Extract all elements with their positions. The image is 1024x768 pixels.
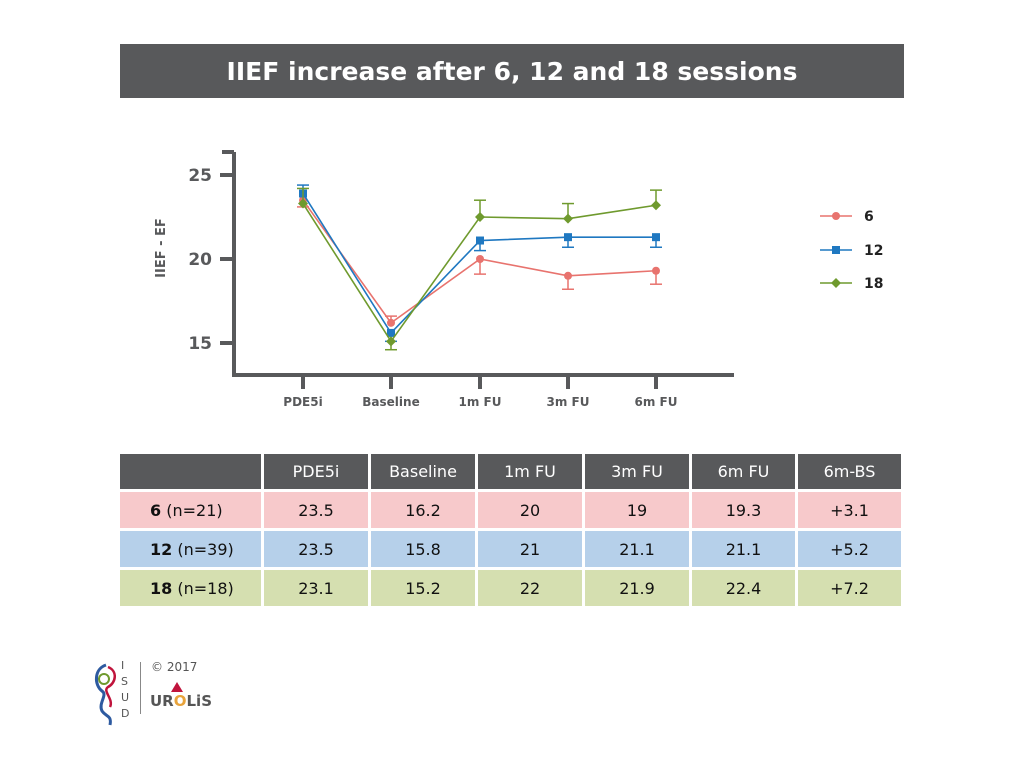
table-header-cell: [120, 454, 261, 489]
data-point-6: [564, 271, 572, 280]
data-point-12: [387, 328, 395, 337]
isud-logo: I S U D: [95, 659, 129, 726]
x-tick-label: PDE5i: [283, 395, 322, 409]
copyright: © 2017: [151, 660, 198, 674]
table-cell: 21: [478, 531, 582, 567]
data-point-6: [476, 255, 484, 263]
table-header-cell: PDE5i: [264, 454, 368, 489]
x-tick-label: 1m FU: [459, 395, 502, 409]
y-tick-label: 15: [188, 334, 212, 354]
data-point-18: [563, 213, 573, 224]
data-point-6: [652, 266, 660, 275]
table-cell: 22: [478, 570, 582, 606]
data-point-18: [475, 212, 485, 222]
data-point-18: [386, 336, 396, 347]
table-cell: 15.8: [371, 531, 475, 567]
y-tick-label: 20: [188, 250, 212, 270]
table-row: 6 (n=21) 23.5 16.2 20 19 19.3 +3.1: [120, 492, 901, 528]
table-cell: 23.1: [264, 570, 368, 606]
x-tick-label: 3m FU: [547, 395, 590, 409]
legend-marker: [832, 212, 840, 220]
data-point-18: [298, 198, 308, 209]
data-point-18: [651, 200, 661, 211]
table-header-cell: 6m-BS: [798, 454, 901, 489]
table-header-cell: Baseline: [371, 454, 475, 489]
table-header-cell: 1m FU: [478, 454, 582, 489]
table-cell: 23.5: [264, 531, 368, 567]
title-bar: IIEF increase after 6, 12 and 18 session…: [120, 44, 904, 98]
table-cell: 16.2: [371, 492, 475, 528]
urolis-logo: UROLiS: [150, 682, 212, 710]
legend-marker: [831, 278, 841, 288]
footer-divider: [140, 662, 141, 714]
legend-label: 6: [864, 209, 874, 225]
legend-label: 12: [864, 243, 883, 259]
isud-letter: U: [121, 691, 129, 704]
legend-label: 18: [864, 276, 883, 292]
isud-letter: I: [121, 659, 124, 672]
isud-letter: S: [121, 675, 128, 688]
data-point-12: [564, 233, 572, 242]
table-cell: 21.1: [585, 531, 689, 567]
table-cell: 15.2: [371, 570, 475, 606]
row-label: 12 (n=39): [120, 531, 261, 567]
table-cell: 22.4: [692, 570, 795, 606]
table-cell: 21.9: [585, 570, 689, 606]
urolis-triangle-icon: [171, 682, 183, 692]
x-tick-label: 6m FU: [635, 395, 678, 409]
x-tick-label: Baseline: [362, 395, 419, 409]
line-chart: 15 20 25 PDE5i Baseline 1m FU 3m FU 6m FU IIEF -…: [154, 150, 883, 409]
row-label: 18 (n=18): [120, 570, 261, 606]
table-cell: +7.2: [798, 570, 901, 606]
row-label: 6 (n=21): [120, 492, 261, 528]
data-point-6: [387, 318, 395, 327]
table-header-cell: 3m FU: [585, 454, 689, 489]
y-axis-label: IIEF - EF: [154, 218, 169, 278]
data-point-12: [652, 233, 660, 242]
data-table: PDE5i Baseline 1m FU 3m FU 6m FU 6m-BS 6…: [117, 451, 904, 609]
y-tick-label: 25: [188, 166, 212, 186]
table-row: 18 (n=18) 23.1 15.2 22 21.9 22.4 +7.2: [120, 570, 901, 606]
isud-letter: D: [121, 707, 129, 720]
table-header-cell: 6m FU: [692, 454, 795, 489]
table-cell: 19: [585, 492, 689, 528]
table-cell: 19.3: [692, 492, 795, 528]
table-cell: +5.2: [798, 531, 901, 567]
data-point-12: [476, 236, 484, 245]
legend-marker: [832, 246, 840, 254]
table-cell: 23.5: [264, 492, 368, 528]
table-cell: 20: [478, 492, 582, 528]
table-header-row: PDE5i Baseline 1m FU 3m FU 6m FU 6m-BS: [120, 454, 901, 489]
chart-title: IIEF increase after 6, 12 and 18 session…: [226, 56, 798, 86]
table-cell: +3.1: [798, 492, 901, 528]
table-row: 12 (n=39) 23.5 15.8 21 21.1 21.1 +5.2: [120, 531, 901, 567]
table-cell: 21.1: [692, 531, 795, 567]
